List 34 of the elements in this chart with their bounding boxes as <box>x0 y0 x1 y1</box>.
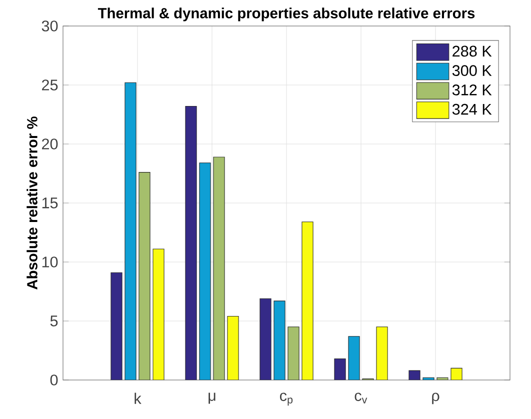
bar <box>124 82 136 380</box>
bar <box>288 326 300 380</box>
legend-label: 300 K <box>452 65 492 76</box>
bar <box>138 172 150 380</box>
legend-label: 288 K <box>452 46 492 57</box>
legend-label: 324 K <box>452 104 492 115</box>
bar <box>152 248 164 380</box>
bar <box>227 316 239 380</box>
y-tick-label: 10 <box>42 256 58 268</box>
y-tick-label: 15 <box>42 198 58 208</box>
bar <box>436 377 448 380</box>
bar <box>376 326 388 380</box>
chart-title: Thermal & dynamic properties absolute relative errors <box>98 8 475 22</box>
bar <box>274 300 286 380</box>
legend-label: 312 K <box>452 84 492 96</box>
bar <box>348 336 360 380</box>
y-tick-label: 5 <box>50 316 58 326</box>
x-tick-label: ρ <box>432 392 440 404</box>
bar <box>450 368 462 380</box>
x-tick-label: c$_{p}$ <box>280 392 293 406</box>
y-tick-label: 25 <box>42 80 58 90</box>
bar <box>422 377 434 380</box>
bar <box>110 272 122 380</box>
x-tick-label: c$_{v}$ <box>354 392 368 404</box>
y-axis-title: Absolute relative error % <box>26 116 38 290</box>
x-tick-label: k <box>134 392 142 404</box>
bar <box>185 106 197 380</box>
y-tick-label: 20 <box>42 138 58 150</box>
y-tick-label: 30 <box>42 20 58 32</box>
x-tick-label: μ <box>208 392 216 404</box>
bar <box>213 156 225 380</box>
bar <box>199 162 211 380</box>
bar <box>302 222 314 380</box>
y-tick-label: 0 <box>50 374 58 386</box>
